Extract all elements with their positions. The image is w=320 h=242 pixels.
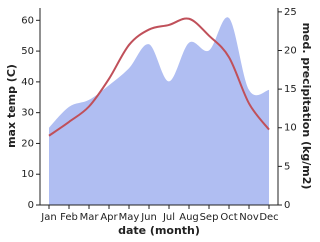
y2-tick-label: 25 [284, 7, 297, 18]
x-tick-label: Mar [80, 212, 100, 223]
y-tick-label: 20 [21, 138, 34, 149]
y-tick-label: 10 [21, 169, 34, 180]
x-axis-label: date (month) [118, 224, 200, 237]
x-tick-label: Sep [200, 212, 219, 223]
y-tick-label: 30 [21, 108, 34, 119]
y2-tick-label: 20 [284, 45, 297, 56]
x-tick-label: Jan [40, 212, 56, 223]
x-tick-label: Nov [239, 212, 259, 223]
y-axis-label: max temp (C) [5, 64, 18, 148]
y2-tick-label: 0 [284, 200, 290, 211]
x-tick-label: Jun [140, 212, 157, 223]
y2-tick-label: 15 [284, 84, 297, 95]
line [48, 17, 270, 137]
y2-tick-label: 5 [284, 161, 290, 172]
x-tick-label: Dec [259, 212, 278, 223]
x-tick-label: May [119, 212, 140, 223]
area [49, 17, 269, 205]
y2-tick-label: 10 [284, 123, 297, 134]
x-tick-label: Oct [220, 212, 237, 223]
y-tick-label: 60 [21, 15, 34, 26]
x-tick-label: Aug [179, 212, 199, 223]
x-tick-label: Apr [100, 212, 118, 223]
y-tick-label: 50 [21, 46, 34, 57]
x-tick-label: Jul [162, 212, 175, 223]
y2-axis-label: med. precipitation (kg/m2) [300, 23, 313, 190]
y-tick-label: 40 [21, 77, 34, 88]
x-tick-label: Feb [60, 212, 78, 223]
y-tick-label: 0 [28, 200, 34, 211]
